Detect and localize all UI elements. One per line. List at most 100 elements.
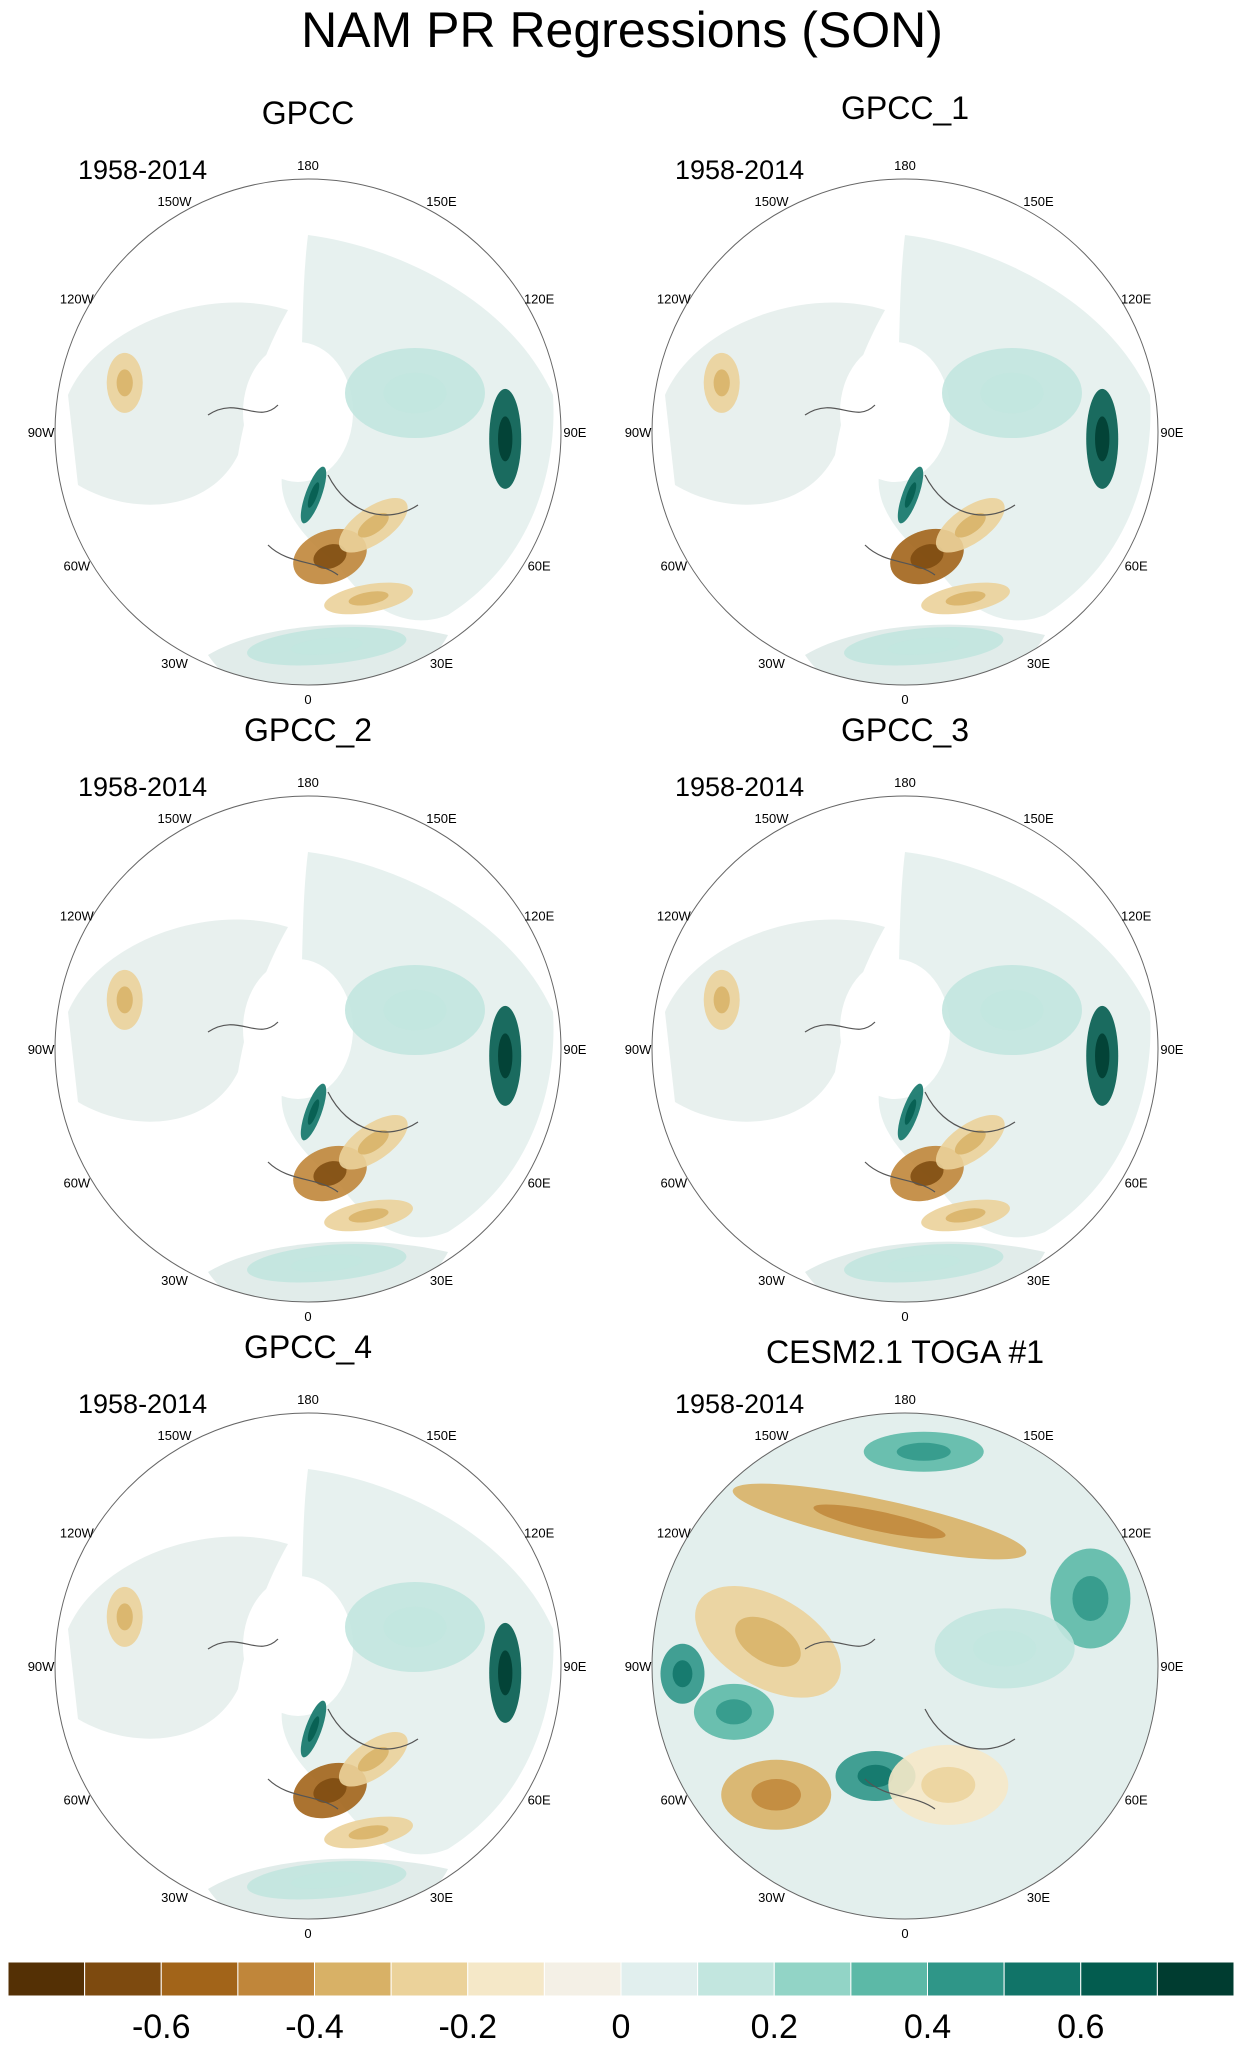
lon-label-120w: 120W — [60, 1526, 95, 1541]
colorbar-box — [390, 1962, 469, 1997]
anomaly-core-mediterranean — [348, 1825, 389, 1840]
colorbar-box — [160, 1962, 239, 1997]
lon-label-150w: 150W — [755, 811, 790, 826]
anomaly-core-mediterranean — [348, 591, 389, 606]
lon-label-120w: 120W — [60, 909, 95, 924]
panel-title: GPCC_1 — [840, 90, 970, 126]
lon-label-0: 0 — [304, 1926, 311, 1941]
panel-title: GPCC_2 — [243, 712, 373, 748]
lon-label-90w: 90W — [28, 1042, 55, 1057]
map-frame — [54, 795, 562, 1303]
colorbar-box — [620, 1962, 699, 1997]
lon-label-60e: 60E — [1125, 1175, 1148, 1190]
anomaly-core-southwest-us — [713, 369, 730, 397]
anomaly-core-europe — [921, 1766, 976, 1803]
lon-label-120e: 120E — [1121, 292, 1152, 307]
lon-label-120w: 120W — [657, 292, 692, 307]
lon-label-90w: 90W — [625, 425, 652, 440]
colorbar-tick-label: -0.2 — [438, 2008, 498, 2046]
lon-label-60w: 60W — [660, 1792, 687, 1807]
lon-label-180: 180 — [297, 775, 319, 790]
anomaly-core-southeast-asia — [498, 1033, 513, 1079]
anomaly-core-southeast-asia — [498, 1650, 513, 1696]
lon-label-0: 0 — [901, 1309, 908, 1324]
lon-label-90e: 90E — [1160, 1659, 1183, 1674]
anomaly-core-siberia — [980, 989, 1044, 1031]
coastlines — [207, 404, 419, 576]
lon-label-180: 180 — [894, 1392, 916, 1407]
lon-label-90w: 90W — [28, 425, 55, 440]
anomaly-core-western-europe — [313, 1778, 347, 1804]
lon-label-90e: 90E — [563, 425, 586, 440]
colorbar-tick-label: 0.4 — [903, 2008, 952, 2046]
colorbar-box — [467, 1962, 545, 1997]
coastlines — [207, 1638, 419, 1810]
lon-label-90e: 90E — [1160, 1042, 1183, 1057]
lon-label-180: 180 — [894, 158, 916, 173]
lon-label-30w: 30W — [161, 1890, 188, 1905]
lon-label-180: 180 — [297, 1392, 319, 1407]
lon-label-150e: 150E — [1023, 1428, 1054, 1443]
anomaly-core-north-atlantic — [715, 1699, 752, 1725]
lon-label-30w: 30W — [758, 656, 785, 671]
anomaly-core-gulf-of-mexico — [672, 1660, 693, 1688]
panel-title: GPCC_4 — [243, 1329, 373, 1365]
lon-label-150e: 150E — [426, 811, 457, 826]
map-frame — [651, 1412, 1159, 1920]
lon-label-120e: 120E — [1121, 909, 1152, 924]
lon-label-60e: 60E — [528, 1792, 551, 1807]
lon-label-150w: 150W — [158, 811, 193, 826]
lon-label-180: 180 — [894, 775, 916, 790]
lon-label-90w: 90W — [28, 1659, 55, 1674]
panel-period: 1958-2014 — [78, 1389, 208, 1419]
anomaly-core-north-africa — [887, 637, 960, 655]
anomaly-core-eastern-europe — [357, 1129, 389, 1155]
panel-gpcc-1: 180 150E 120E 90E 60E 30E 0 30W 60W 90W 120W 150W G… — [605, 90, 1205, 715]
lon-label-120e: 120E — [524, 292, 555, 307]
anomaly-core-norway-coast — [904, 482, 917, 508]
anomaly-core-siberia — [383, 372, 447, 414]
lon-label-30w: 30W — [758, 1890, 785, 1905]
anomaly-core-mediterranean — [945, 1208, 986, 1223]
lon-label-90e: 90E — [563, 1042, 586, 1057]
lon-label-150e: 150E — [1023, 811, 1054, 826]
anomaly-core-siberia — [973, 1630, 1037, 1667]
anomaly-core-east-atlantic — [857, 1764, 894, 1788]
lon-label-60w: 60W — [660, 558, 687, 573]
panel-period: 1958-2014 — [78, 155, 208, 185]
anomaly-core-north-africa — [887, 1254, 960, 1272]
lon-label-30e: 30E — [430, 656, 453, 671]
anomaly-core-central-atlantic — [751, 1779, 801, 1811]
anomaly-core-southeast-asia — [498, 416, 513, 462]
anomaly-core-siberia — [383, 1606, 447, 1648]
colorbar-tick-label: -0.6 — [131, 2008, 191, 2046]
lon-label-0: 0 — [901, 1926, 908, 1941]
lon-label-0: 0 — [304, 1309, 311, 1324]
anomaly-core-eastern-europe — [357, 512, 389, 538]
panel-period: 1958-2014 — [78, 772, 208, 802]
lon-label-150w: 150W — [158, 1428, 193, 1443]
map-frame — [651, 795, 1159, 1303]
anomaly-core-western-europe — [910, 1161, 944, 1187]
colorbar-box — [543, 1962, 622, 1997]
colorbar-box — [697, 1962, 775, 1997]
lon-label-0: 0 — [304, 692, 311, 707]
coastlines — [207, 1021, 419, 1193]
colorbar — [8, 1962, 1234, 1997]
colorbar-box — [314, 1962, 392, 1997]
anomaly-core-north-america — [735, 1616, 801, 1667]
anomaly-core-southwest-us — [116, 986, 133, 1014]
lon-label-60w: 60W — [660, 1175, 687, 1190]
anomaly-core-southeast-asia — [1095, 1033, 1110, 1079]
anomaly-core-western-europe — [313, 544, 347, 570]
figure-title: NAM PR Regressions (SON) — [301, 2, 943, 58]
lon-label-120e: 120E — [1121, 1526, 1152, 1541]
anomaly-core-norway-coast — [307, 1716, 320, 1742]
lon-label-150w: 150W — [158, 194, 193, 209]
panel-gpcc-4: 180 150E 120E 90E 60E 30E 0 30W 60W 90W 120W 150W G… — [8, 1329, 608, 1949]
polar-map: 180 150E 120E 90E 60E 30E 0 30W 60W 90W 120W 150W — [625, 1392, 1184, 1941]
anomaly-core-east-asia — [1072, 1576, 1109, 1622]
lon-label-30w: 30W — [758, 1273, 785, 1288]
lon-label-90e: 90E — [1160, 425, 1183, 440]
anomaly-core-north-africa — [290, 637, 363, 655]
